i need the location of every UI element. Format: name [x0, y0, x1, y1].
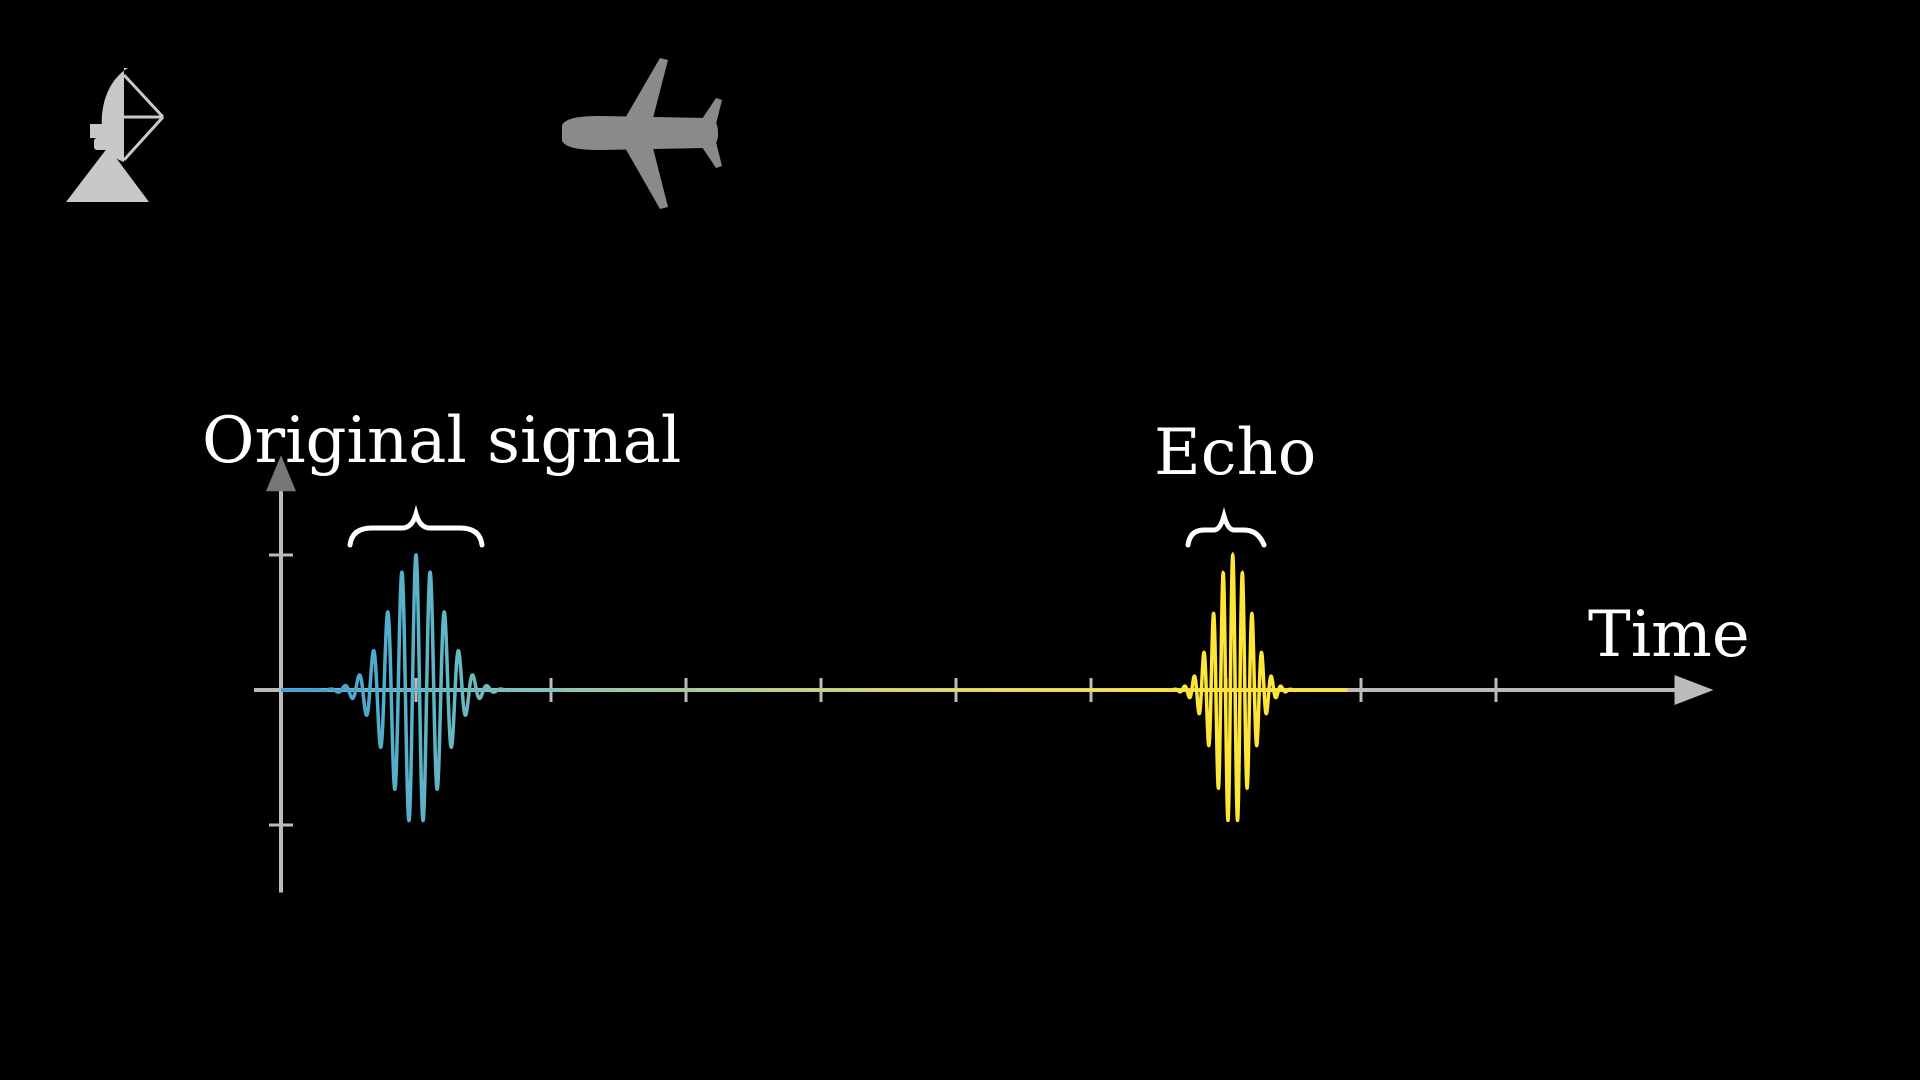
x-axis-arrow	[1674, 675, 1714, 705]
airplane-icon	[562, 58, 722, 209]
y-axis-arrow	[266, 455, 296, 492]
original-brace	[347, 504, 485, 548]
signal-waveform	[281, 551, 1348, 823]
echo-label: Echo	[1154, 416, 1316, 490]
radar-dish-icon	[66, 68, 165, 202]
echo-pulse	[1118, 551, 1348, 823]
original-signal-label: Original signal	[202, 404, 681, 478]
original-pulse	[281, 552, 565, 823]
echo-brace	[1185, 506, 1267, 548]
time-axis-label: Time	[1588, 598, 1750, 672]
